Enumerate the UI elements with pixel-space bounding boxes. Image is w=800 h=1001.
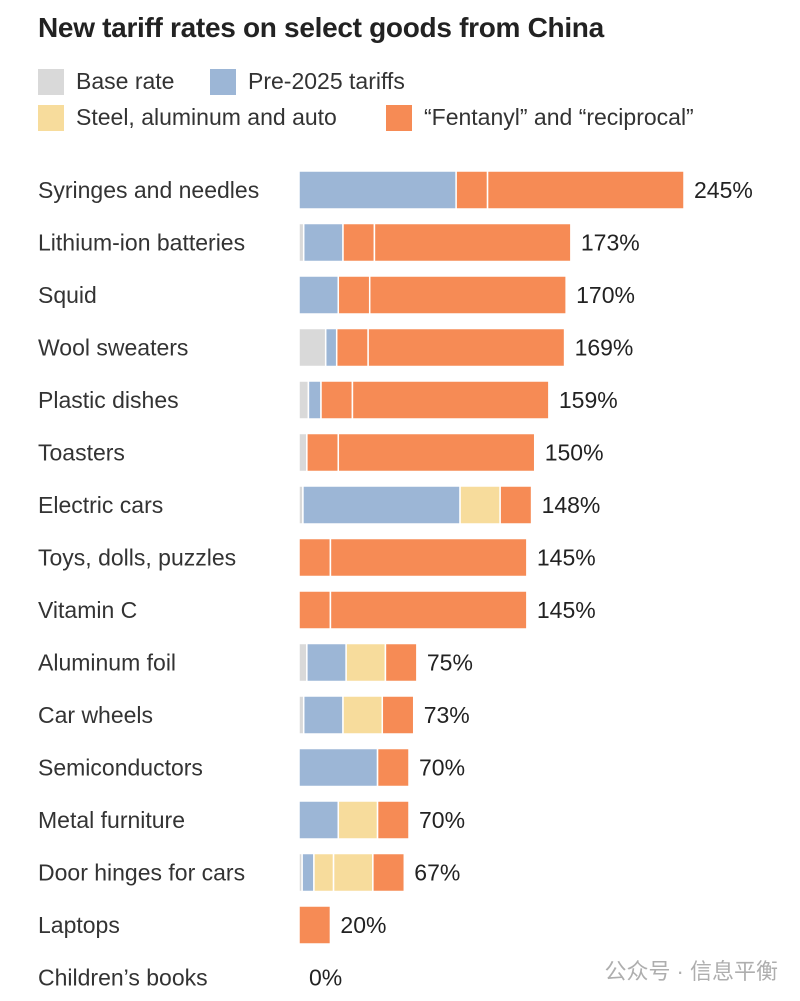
total-value-label: 170% [576, 282, 635, 308]
bar-segment-fentanyl [368, 275, 567, 315]
bar-segment-pre2025 [298, 170, 457, 210]
bar-segment-fentanyl [320, 380, 354, 420]
bar-segment-fentanyl [384, 642, 418, 683]
legend-swatch-pre2025 [210, 68, 236, 95]
total-value-label: 169% [575, 335, 634, 361]
category-label: Squid [38, 282, 97, 308]
total-value-label: 148% [542, 492, 601, 518]
legend-item-pre-2025: Pre-2025 tariffs [210, 68, 405, 95]
bar-segment-fentanyl [351, 380, 550, 420]
bar-segment-steel [313, 852, 335, 893]
category-label: Plastic dishes [38, 387, 179, 413]
bar-segment-base [298, 327, 327, 368]
total-value-label: 70% [419, 807, 465, 833]
total-value-label: 0% [309, 965, 342, 991]
category-label: Aluminum foil [38, 650, 176, 676]
category-label: Vitamin C [38, 597, 137, 623]
bar-segment-fentanyl [298, 537, 332, 578]
legend-swatch-fentanyl [386, 104, 412, 131]
legend-item-base-rate: Base rate [38, 68, 174, 95]
bar-segment-base [298, 432, 308, 473]
bar-segment-pre2025 [298, 275, 340, 315]
category-label: Semiconductors [38, 755, 203, 781]
total-value-label: 67% [414, 860, 460, 886]
bar-segment-fentanyl [329, 537, 528, 578]
total-value-label: 70% [419, 755, 465, 781]
legend-label-steel: Steel, aluminum and auto [76, 104, 337, 130]
bar-segment-fentanyl [298, 905, 332, 945]
total-value-label: 20% [340, 912, 386, 938]
bar-segment-fentanyl [486, 170, 685, 210]
bar-segment-fentanyl [337, 432, 536, 473]
bar-segment-fentanyl [337, 275, 371, 315]
category-label: Car wheels [38, 702, 153, 728]
bar-segment-pre2025 [302, 485, 461, 525]
total-value-label: 75% [427, 650, 473, 676]
total-value-label: 145% [537, 545, 596, 571]
bar-segment-steel [345, 642, 387, 683]
bar-segment-fentanyl [329, 590, 528, 630]
bar-segment-fentanyl [376, 747, 410, 788]
total-value-label: 173% [581, 230, 640, 256]
legend-item-fentanyl: “Fentanyl” and “reciprocal” [386, 104, 694, 131]
category-label: Metal furniture [38, 807, 185, 833]
bar-segment-pre2025 [298, 747, 379, 788]
bar-segment-pre2025 [301, 852, 315, 893]
bar-segment-base [298, 380, 310, 420]
bar-segment-pre2025 [302, 222, 344, 263]
category-label: Syringes and needles [38, 177, 259, 203]
bar-segment-fentanyl [367, 327, 566, 368]
bar-segment-fentanyl [373, 222, 572, 263]
bar-segment-fentanyl [455, 170, 489, 210]
bar-segment-fentanyl [499, 485, 533, 525]
bar-segment-fentanyl [376, 800, 410, 840]
bar-segment-base [298, 642, 308, 683]
legend-label-base: Base rate [76, 68, 175, 94]
total-value-label: 145% [537, 597, 596, 623]
category-label: Wool sweaters [38, 335, 188, 361]
total-value-label: 159% [559, 387, 618, 413]
category-label: Toasters [38, 440, 125, 466]
total-value-label: 73% [424, 702, 470, 728]
bar-segment-fentanyl [381, 695, 415, 735]
legend-item-steel: Steel, aluminum and auto [38, 104, 337, 131]
category-label: Electric cars [38, 492, 163, 518]
bar-segment-fentanyl [298, 590, 332, 630]
legend-swatch-base [38, 68, 64, 95]
total-value-label: 245% [694, 177, 753, 203]
bar-segment-fentanyl [372, 852, 406, 893]
bar-segment-pre2025 [306, 642, 347, 683]
bar-segment-pre2025 [302, 695, 344, 735]
bar-segment-steel [337, 800, 379, 840]
bar-segment-steel [332, 852, 374, 893]
bar-segment-fentanyl [306, 432, 340, 473]
bar-segment-pre2025 [324, 327, 338, 368]
category-label: Lithium-ion batteries [38, 230, 245, 256]
legend-label-pre2025: Pre-2025 tariffs [248, 68, 405, 94]
bar-segment-pre2025 [298, 800, 340, 840]
bar-segment-fentanyl [342, 222, 376, 263]
legend-label-fentanyl: “Fentanyl” and “reciprocal” [424, 104, 694, 130]
bar-segment-pre2025 [307, 380, 322, 420]
bar-segment-steel [459, 485, 501, 525]
chart-title: New tariff rates on select goods from Ch… [38, 12, 604, 43]
bar-segment-steel [342, 695, 384, 735]
category-label: Laptops [38, 912, 120, 938]
bar-segment-fentanyl [335, 327, 369, 368]
category-label: Children’s books [38, 965, 208, 991]
watermark-text: 公众号 · 信息平衡 [604, 959, 778, 984]
category-label: Toys, dolls, puzzles [38, 545, 236, 571]
legend-swatch-steel [38, 104, 64, 131]
total-value-label: 150% [545, 440, 604, 466]
category-label: Door hinges for cars [38, 860, 245, 886]
